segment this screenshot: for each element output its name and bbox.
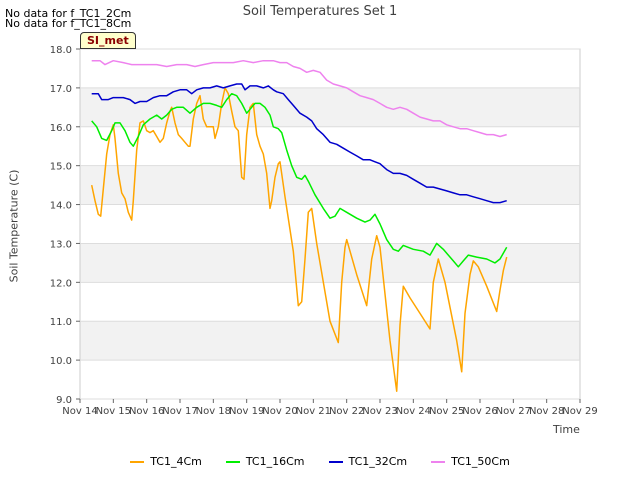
x-tick-label: Nov 27 (496, 406, 531, 417)
legend-label-tc1-4cm: TC1_4Cm (150, 455, 202, 468)
y-tick-label: 17.0 (50, 84, 72, 95)
legend-item-tc1-32cm[interactable]: TC1_32Cm (328, 455, 408, 468)
y-tick-label: 12.0 (50, 278, 72, 289)
x-tick-label: Nov 21 (296, 406, 331, 417)
x-tick-label: Nov 17 (162, 406, 197, 417)
legend-item-tc1-16cm[interactable]: TC1_16Cm (225, 455, 305, 468)
no-data-note-2: No data for f_TC1_8Cm (5, 17, 132, 30)
y-axis-label: Soil Temperature (C) (7, 169, 21, 283)
y-tick-label: 11.0 (50, 317, 72, 328)
x-tick-label: Nov 23 (362, 406, 397, 417)
x-tick-label: Nov 25 (429, 406, 464, 417)
x-axis-label: Time (553, 423, 580, 436)
y-tick-label: 14.0 (50, 201, 72, 212)
x-tick-label: Nov 18 (196, 406, 231, 417)
x-tick-label: Nov 20 (262, 406, 297, 417)
series-line-tc1-4cm (90, 87, 508, 392)
x-tick-label: Nov 15 (96, 406, 131, 417)
no-data-note-1: No data for f_TC1_2Cm (5, 7, 132, 20)
y-axis-ticks: 9.0 10.0 11.0 12.0 13.0 14.0 15.0 16.0 17.0 18.0 (50, 45, 80, 406)
x-tick-label: Nov 22 (329, 406, 364, 417)
legend-swatch-tc1-4cm (130, 460, 145, 463)
grid-band (80, 165, 580, 205)
y-tick-label: 13.0 (50, 239, 72, 250)
plot-bands (80, 49, 580, 399)
x-tick-label: Nov 24 (396, 406, 431, 417)
series-line-tc1-50cm (91, 59, 507, 138)
y-tick-label: 15.0 (50, 162, 72, 173)
legend: TC1_4Cm TC1_16Cm TC1_32Cm TC1_50Cm (0, 455, 640, 468)
series-line-tc1-32cm (91, 83, 507, 204)
legend-label-tc1-50cm: TC1_50Cm (451, 455, 510, 468)
legend-item-tc1-4cm[interactable]: TC1_4Cm (130, 455, 202, 468)
legend-swatch-tc1-50cm (431, 460, 446, 463)
grid-band (80, 321, 580, 361)
grid-band (80, 87, 580, 127)
legend-swatch-tc1-16cm (225, 460, 240, 463)
y-tick-label: 10.0 (50, 356, 72, 367)
site-badge[interactable]: SI_met (80, 32, 136, 49)
y-tick-label: 16.0 (50, 123, 72, 134)
series-group (90, 59, 508, 392)
x-tick-label: Nov 28 (529, 406, 564, 417)
x-tick-label: Nov 19 (229, 406, 264, 417)
legend-item-tc1-50cm[interactable]: TC1_50Cm (431, 455, 510, 468)
grid-band (80, 243, 580, 283)
chart-title: Soil Temperatures Set 1 (242, 4, 398, 19)
series-line-tc1-16cm (91, 92, 508, 268)
legend-swatch-tc1-32cm (328, 460, 343, 463)
legend-label-tc1-32cm: TC1_32Cm (348, 455, 408, 468)
legend-label-tc1-16cm: TC1_16Cm (245, 455, 305, 468)
x-tick-label: Nov 14 (62, 406, 97, 417)
y-tick-label: 9.0 (56, 395, 72, 406)
x-tick-label: Nov 16 (129, 406, 164, 417)
x-tick-label: Nov 26 (462, 406, 497, 417)
y-tick-label: 18.0 (50, 45, 72, 56)
x-tick-label: Nov 29 (562, 406, 597, 417)
